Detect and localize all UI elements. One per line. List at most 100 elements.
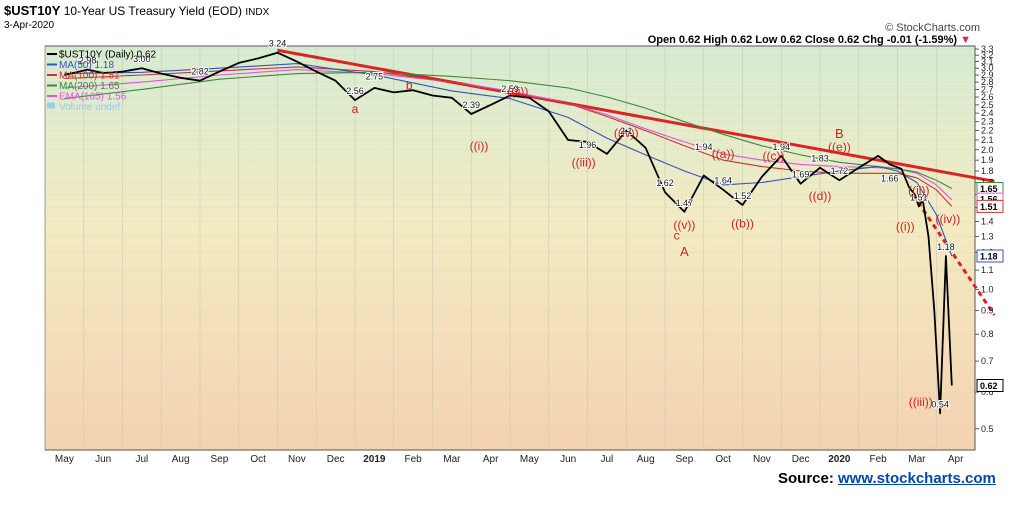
y-tick-label: 2.6 — [981, 92, 994, 102]
price-label: 2.56 — [346, 86, 364, 96]
value-badge-label: 1.65 — [980, 184, 998, 194]
price-label: 1.83 — [811, 154, 829, 164]
trendlines — [277, 48, 996, 316]
x-tick-label: Nov — [288, 454, 306, 465]
wave-label: ((iii)) — [909, 395, 933, 409]
wave-label: ((v)) — [673, 218, 695, 232]
price-labels: 2.98 3.00 2.82 3.24 2.562.75 2.39 2.59 1.96 2.1 1… — [78, 38, 956, 411]
y-tick-label: 1.9 — [981, 155, 994, 165]
x-tick-label: Feb — [870, 454, 888, 465]
chart-header: $UST10Y 10-Year US Treasury Yield (EOD) … — [4, 3, 269, 18]
chart-name: 10-Year US Treasury Yield (EOD) — [63, 4, 243, 18]
x-tick-label: Oct — [715, 454, 731, 465]
wave-labels: a b ((i)) ((ii)) ((iii)) ((iv)) ((v))cA ((a)) ((… — [352, 78, 961, 409]
value-badge — [976, 199, 1004, 213]
x-tick-label: Sep — [675, 454, 693, 465]
x-tick-label: Jul — [135, 454, 148, 465]
price-label: 2.1 — [620, 126, 633, 136]
legend-label: MA(200) 1.65 — [59, 81, 120, 92]
y-tick-label: 1.3 — [981, 232, 994, 242]
wave-label: ((ii)) — [908, 184, 929, 198]
price-label: 1.72 — [831, 166, 849, 176]
right-badges: 1.651.561.51 1.18 0.62 — [976, 182, 1004, 393]
wave-label: b — [406, 78, 413, 92]
value-badge-label: 1.18 — [980, 251, 998, 261]
value-badge-label: 0.62 — [980, 381, 998, 391]
y-tick-label: 3.2 — [981, 50, 994, 60]
y-tick-label: 0.6 — [981, 387, 994, 397]
price-label: 2.59 — [501, 84, 519, 94]
x-tick-label: Apr — [948, 454, 964, 465]
price-label: 2.82 — [191, 67, 209, 77]
y-tick-label: 2.2 — [981, 126, 994, 136]
price-label: 1.66 — [881, 173, 899, 183]
y-tick-label: 2.0 — [981, 145, 994, 155]
value-badge — [976, 379, 1004, 393]
price-label: 1.51 — [910, 192, 928, 202]
wave-label: ((iii)) — [572, 156, 596, 170]
wave-label: ((ii)) — [507, 84, 528, 98]
x-tick-label: Dec — [792, 454, 810, 465]
x-tick-label: 2019 — [363, 454, 386, 465]
exchange: INDX — [245, 7, 270, 18]
source-credit: Source: www.stockcharts.com — [778, 470, 996, 487]
price-label: 1.47 — [676, 198, 694, 208]
y-tick-label: 1.8 — [981, 166, 994, 176]
x-tick-label: Jul — [600, 454, 613, 465]
wave-label: A — [680, 244, 689, 259]
x-tick-label: Jun — [95, 454, 111, 465]
wave-label: ((iv)) — [936, 212, 961, 226]
average-line — [64, 71, 953, 189]
value-badge — [976, 249, 1004, 263]
y-tick-label: 0.7 — [981, 356, 994, 366]
x-tick-label: Sep — [210, 454, 228, 465]
ohlc-triangle-icon: ▼ — [960, 34, 971, 46]
y-tick-label: 0.8 — [981, 329, 994, 339]
y-tick-label: 2.4 — [981, 108, 994, 118]
source-link[interactable]: www.stockcharts.com — [838, 470, 996, 487]
legend-label: EMA(165) 1.56 — [59, 92, 127, 103]
x-tick-label: 2020 — [828, 454, 851, 465]
y-tick-label: 2.8 — [981, 77, 994, 87]
brand: © StockCharts.com — [885, 22, 980, 34]
wave-label: ((c)) — [763, 149, 785, 163]
x-tick-label: Aug — [637, 454, 655, 465]
price-label: 1.94 — [772, 142, 790, 152]
grid — [44, 46, 975, 450]
symbol: $UST10Y — [4, 3, 61, 18]
y-tick-label: 2.7 — [981, 84, 994, 94]
wave-label: ((d)) — [809, 189, 832, 203]
y-tick-label: 2.3 — [981, 117, 994, 127]
ohlc-text: Open 0.62 High 0.62 Low 0.62 Close 0.62 … — [647, 34, 958, 46]
x-tick-label: Apr — [483, 454, 499, 465]
legend-label: Volume undef — [59, 102, 120, 113]
price-label: 1.94 — [695, 142, 713, 152]
y-tick-label: 2.9 — [981, 70, 994, 80]
x-tick-label: Mar — [443, 454, 461, 465]
wave-label: ((a)) — [712, 147, 735, 161]
price-label: 1.96 — [579, 140, 597, 150]
y-tick-label: 0.5 — [981, 424, 994, 434]
wave-label: ((i)) — [470, 139, 489, 153]
y-tick-label: 1.1 — [981, 265, 994, 275]
wave-label: ((i)) — [896, 219, 915, 233]
wave-label: ((b)) — [731, 216, 754, 230]
x-tick-label: Nov — [753, 454, 771, 465]
wave-label: ((e)) — [828, 140, 851, 154]
y-axis: 3.33.23.13.02.92.82.72.62.52.42.32.22.12… — [975, 44, 994, 434]
y-tick-label: 3.1 — [981, 57, 994, 67]
x-tick-label: May — [520, 454, 539, 465]
price-label: 2.98 — [79, 56, 97, 66]
wave-label: ((iv)) — [614, 126, 639, 140]
x-tick-label: Oct — [250, 454, 266, 465]
trendline-solid — [277, 48, 995, 183]
legend-label: MA(50) 1.18 — [59, 60, 114, 71]
price-label: 1.69 — [792, 170, 810, 180]
x-axis: May Jun Jul Aug Sep Oct Nov Dec 2019 Feb Mar Apr May… — [55, 454, 964, 465]
wave-label: B — [835, 126, 844, 141]
average-line — [64, 63, 953, 257]
price-label: 2.39 — [462, 100, 480, 110]
price-label: 1.62 — [656, 178, 674, 188]
price-label: 2.75 — [366, 72, 384, 82]
